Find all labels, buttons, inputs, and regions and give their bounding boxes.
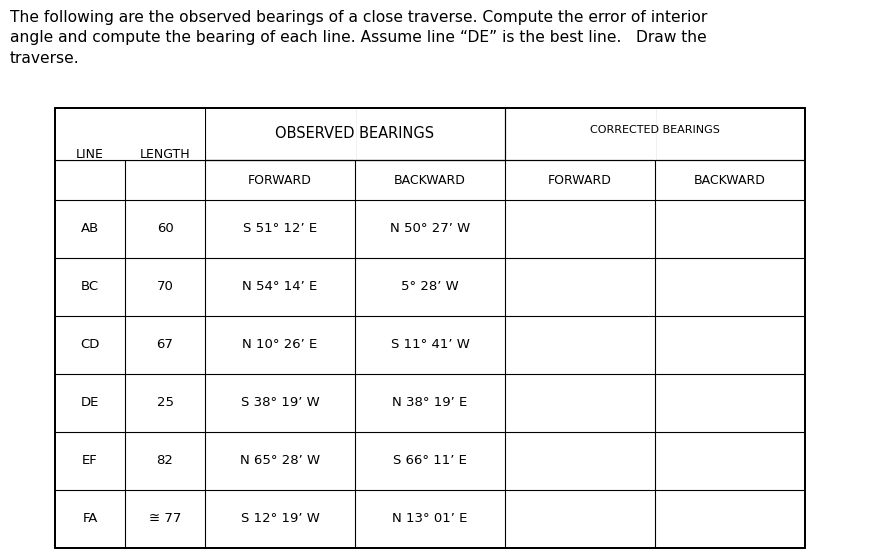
Text: The following are the observed bearings of a close traverse. Compute the error o: The following are the observed bearings … <box>10 10 708 66</box>
Text: N 50° 27’ W: N 50° 27’ W <box>390 222 470 235</box>
Text: BC: BC <box>81 281 99 293</box>
Text: LINE: LINE <box>76 148 104 160</box>
Text: LENGTH: LENGTH <box>140 148 190 160</box>
Text: 70: 70 <box>157 281 173 293</box>
Text: S 38° 19’ W: S 38° 19’ W <box>240 396 319 410</box>
Bar <box>124 110 126 160</box>
Text: BACKWARD: BACKWARD <box>394 173 466 187</box>
Text: FORWARD: FORWARD <box>248 173 312 187</box>
Text: DE: DE <box>81 396 99 410</box>
Text: AB: AB <box>81 222 99 235</box>
Text: ≅ 77: ≅ 77 <box>149 513 181 525</box>
Text: EF: EF <box>82 454 98 467</box>
Text: BACKWARD: BACKWARD <box>694 173 766 187</box>
Text: S 11° 41’ W: S 11° 41’ W <box>391 339 469 352</box>
Bar <box>354 110 356 160</box>
Text: 5° 28’ W: 5° 28’ W <box>401 281 458 293</box>
Text: N 10° 26’ E: N 10° 26’ E <box>242 339 318 352</box>
Bar <box>56 110 204 160</box>
Text: N 38° 19’ E: N 38° 19’ E <box>392 396 467 410</box>
Text: CD: CD <box>80 339 99 352</box>
Text: N 13° 01’ E: N 13° 01’ E <box>392 513 467 525</box>
Text: CORRECTED BEARINGS: CORRECTED BEARINGS <box>590 125 720 135</box>
Text: FA: FA <box>83 513 98 525</box>
Bar <box>654 110 656 160</box>
Text: 25: 25 <box>157 396 173 410</box>
Text: S 12° 19’ W: S 12° 19’ W <box>240 513 319 525</box>
Text: S 51° 12’ E: S 51° 12’ E <box>243 222 317 235</box>
Text: S 66° 11’ E: S 66° 11’ E <box>393 454 467 467</box>
Text: N 65° 28’ W: N 65° 28’ W <box>240 454 320 467</box>
Text: FORWARD: FORWARD <box>548 173 612 187</box>
Text: OBSERVED BEARINGS: OBSERVED BEARINGS <box>275 126 435 141</box>
Text: 82: 82 <box>157 454 173 467</box>
Text: 67: 67 <box>157 339 173 352</box>
Bar <box>55 108 805 548</box>
Text: 60: 60 <box>157 222 173 235</box>
Text: N 54° 14’ E: N 54° 14’ E <box>242 281 318 293</box>
